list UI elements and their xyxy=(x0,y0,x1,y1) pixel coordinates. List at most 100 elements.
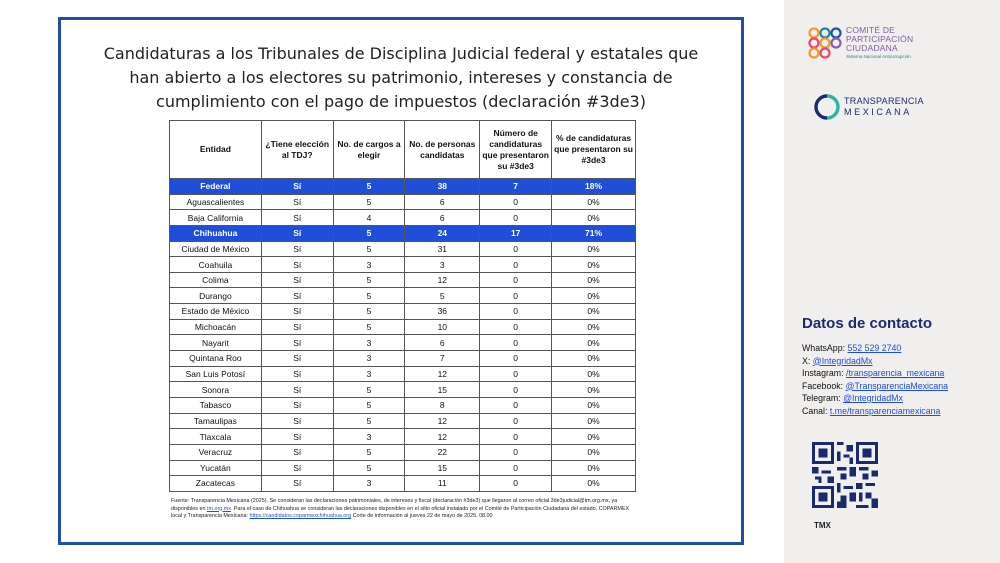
table-cell: Sí xyxy=(260,428,334,445)
table-cell: 0 xyxy=(479,365,553,383)
table-cell: 5 xyxy=(332,381,406,398)
table-cell: Sí xyxy=(260,224,334,242)
source-link-coparmex[interactable]: https://candidatos.coparmexchihuahua.org xyxy=(249,513,352,519)
table-cell: 12 xyxy=(404,428,481,445)
contact-label: WhatsApp: xyxy=(802,343,848,353)
table-cell: Sonora xyxy=(169,381,262,398)
contact-link[interactable]: /transparencia_mexicana xyxy=(846,368,945,378)
contact-link[interactable]: @TransparenciaMexicana xyxy=(845,380,949,391)
table-row: Tamaulipas Sí 5 12 0 0% xyxy=(169,412,636,430)
source-text-2: . Para el caso de Chihuahua se considera… xyxy=(171,505,630,520)
table-cell: 5 xyxy=(332,459,406,477)
header-cargos: No. de cargos a elegir xyxy=(332,120,406,179)
table-cell: 0 xyxy=(479,475,553,492)
table-cell: Tabasco xyxy=(169,396,262,414)
contact-item: X: @IntegridadMx xyxy=(802,355,948,368)
table-cell: 38 xyxy=(404,178,481,195)
contact-item: Instagram: /transparencia_mexicana xyxy=(802,367,948,380)
table-cell: 5 xyxy=(332,240,406,258)
header-tiene-eleccion: ¿Tiene elección al TDJ? xyxy=(260,120,334,179)
table-header-row: Entidad ¿Tiene elección al TDJ? No. de c… xyxy=(169,120,636,179)
table-cell: 17 xyxy=(479,224,553,242)
table-row: Aguascalientes Sí 5 6 0 0% xyxy=(169,193,636,211)
table-cell: 0% xyxy=(551,240,636,258)
table-cell: 6 xyxy=(404,209,481,226)
table-cell: Federal xyxy=(169,178,262,195)
table-cell: 5 xyxy=(332,287,406,305)
tm-logo-line-2: MEXICANA xyxy=(844,107,912,117)
table-row: Chihuahua Sí 5 24 17 71% xyxy=(169,224,636,242)
contact-item: Facebook: @TransparenciaMexicana xyxy=(802,380,948,393)
table-cell: Aguascalientes xyxy=(169,193,262,211)
cpc-line-1: COMITÉ DE xyxy=(846,25,896,35)
table-cell: 15 xyxy=(404,381,481,398)
table-cell: 0% xyxy=(551,443,636,461)
table-cell: 5 xyxy=(332,303,406,320)
table-row: San Luis Potosí Sí 3 12 0 0% xyxy=(169,365,636,383)
table-cell: 12 xyxy=(404,365,481,383)
table-cell: Sí xyxy=(260,287,334,305)
table-cell: 11 xyxy=(404,475,481,492)
table-cell: 12 xyxy=(404,271,481,289)
tm-logo-line-1: TRANSPARENCIA xyxy=(844,96,924,106)
table-cell: Durango xyxy=(169,287,262,305)
table-cell: 0% xyxy=(551,193,636,211)
cpc-logo-text: COMITÉ DE PARTICIPACIÓN CIUDADANA xyxy=(846,26,913,52)
table-cell: 0% xyxy=(551,459,636,477)
table-cell: Colima xyxy=(169,271,262,289)
table-cell: Sí xyxy=(260,178,334,195)
table-cell: 0% xyxy=(551,412,636,430)
cpc-line-2: PARTICIPACIÓN xyxy=(846,33,914,44)
table-row: Baja California Sí 4 6 0 0% xyxy=(169,209,636,226)
table-cell: 0% xyxy=(551,256,636,273)
table-cell: 0 xyxy=(479,350,553,367)
table-cell: 0 xyxy=(479,303,553,320)
table-row: Yucatán Sí 5 15 0 0% xyxy=(169,459,636,477)
table-cell: 18% xyxy=(551,178,636,195)
table-cell: 3 xyxy=(332,428,406,445)
table-cell: 5 xyxy=(332,443,406,461)
table-cell: 0 xyxy=(479,381,553,398)
table-cell: 3 xyxy=(332,365,406,383)
table-cell: Sí xyxy=(260,412,334,430)
source-text-1: Fuente: Transparencia Mexicana (2025). S… xyxy=(171,498,618,512)
contact-item: Canal: t.me/transparenciamexicana xyxy=(802,405,948,418)
table-cell: Nayarit xyxy=(169,334,262,352)
table-cell: Sí xyxy=(260,459,334,477)
table-cell: 6 xyxy=(404,334,481,352)
table-cell: Estado de México xyxy=(169,303,262,320)
table-cell: 4 xyxy=(332,209,406,226)
contact-link[interactable]: t.me/transparenciamexicana xyxy=(829,405,941,416)
qr-code-icon xyxy=(812,442,878,508)
table-body: Federal Sí 5 38 7 18% Aguascalientes Sí 5 6 0 0% Baj… xyxy=(169,178,636,492)
table-cell: 0% xyxy=(551,209,636,226)
contact-link[interactable]: 552 529 2740 xyxy=(847,343,902,353)
contact-link[interactable]: @IntegridadMx xyxy=(812,355,873,366)
table-cell: Sí xyxy=(260,334,334,352)
table-cell: 36 xyxy=(404,303,481,320)
table-row: Veracruz Sí 5 22 0 0% xyxy=(169,443,636,461)
table-row: Durango Sí 5 5 0 0% xyxy=(169,287,636,305)
table-cell: 3 xyxy=(332,334,406,352)
header-presentaron: Número de candidaturas que presentaron s… xyxy=(479,120,553,179)
contact-link[interactable]: @IntegridadMx xyxy=(843,393,903,403)
tm-circle-icon xyxy=(814,94,840,120)
contact-label: Instagram: xyxy=(802,368,847,378)
table-cell: 5 xyxy=(332,396,406,414)
table-cell: 0% xyxy=(551,287,636,305)
table-cell: 5 xyxy=(332,271,406,289)
table-cell: 5 xyxy=(332,178,406,195)
source-link-tm[interactable]: tm.org.mx xyxy=(206,505,231,512)
header-candidatas: No. de personas candidatas xyxy=(404,120,481,179)
table-cell: Sí xyxy=(260,271,334,289)
table-cell: 0 xyxy=(479,209,553,226)
table-cell: 3 xyxy=(404,256,481,273)
table-cell: 0 xyxy=(479,287,553,305)
table-cell: Sí xyxy=(260,475,334,492)
contact-item: WhatsApp: 552 529 2740 xyxy=(802,342,948,355)
table-cell: 0 xyxy=(479,412,553,430)
table-cell: Veracruz xyxy=(169,443,262,461)
table-cell: 0% xyxy=(551,303,636,320)
table-cell: 31 xyxy=(404,240,481,258)
table-cell: Sí xyxy=(260,350,334,367)
